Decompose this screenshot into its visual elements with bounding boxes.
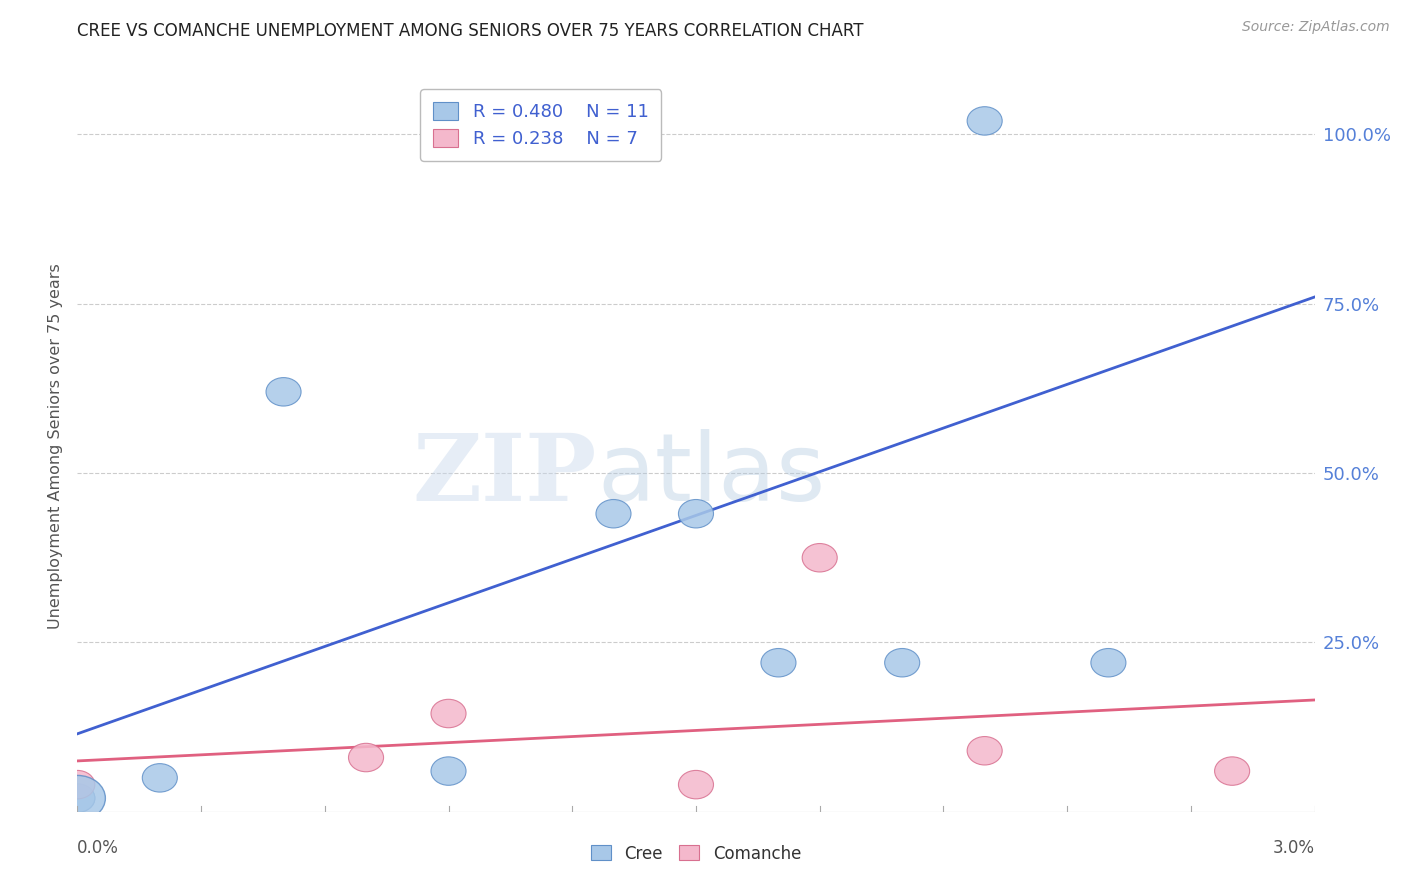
Text: CREE VS COMANCHE UNEMPLOYMENT AMONG SENIORS OVER 75 YEARS CORRELATION CHART: CREE VS COMANCHE UNEMPLOYMENT AMONG SENI… xyxy=(77,22,863,40)
Ellipse shape xyxy=(349,743,384,772)
Ellipse shape xyxy=(49,775,105,821)
Text: ZIP: ZIP xyxy=(413,430,598,520)
Ellipse shape xyxy=(60,784,94,813)
Ellipse shape xyxy=(432,699,465,728)
Ellipse shape xyxy=(60,784,94,813)
Ellipse shape xyxy=(679,771,713,799)
Ellipse shape xyxy=(596,500,631,528)
Ellipse shape xyxy=(803,543,837,572)
Text: 3.0%: 3.0% xyxy=(1272,838,1315,857)
Text: atlas: atlas xyxy=(598,429,825,521)
Ellipse shape xyxy=(266,377,301,406)
Y-axis label: Unemployment Among Seniors over 75 years: Unemployment Among Seniors over 75 years xyxy=(48,263,63,629)
Ellipse shape xyxy=(679,500,713,528)
Ellipse shape xyxy=(432,756,465,785)
Ellipse shape xyxy=(1091,648,1126,677)
Ellipse shape xyxy=(60,771,94,799)
Text: Source: ZipAtlas.com: Source: ZipAtlas.com xyxy=(1241,20,1389,34)
Text: 0.0%: 0.0% xyxy=(77,838,120,857)
Ellipse shape xyxy=(761,648,796,677)
Legend: R = 0.480    N = 11, R = 0.238    N = 7: R = 0.480 N = 11, R = 0.238 N = 7 xyxy=(420,89,661,161)
Ellipse shape xyxy=(1215,756,1250,785)
Ellipse shape xyxy=(884,648,920,677)
Ellipse shape xyxy=(967,107,1002,136)
Ellipse shape xyxy=(967,737,1002,765)
Ellipse shape xyxy=(142,764,177,792)
